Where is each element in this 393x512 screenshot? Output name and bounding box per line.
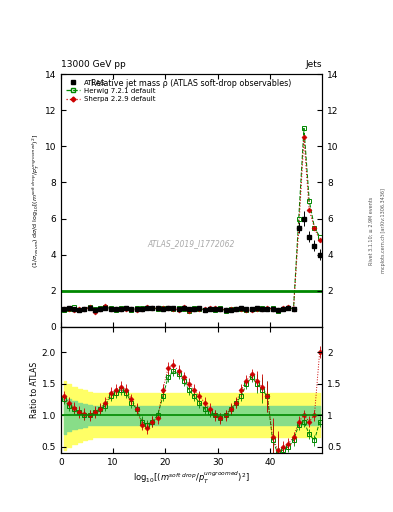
X-axis label: log$_{10}$[$(m^{soft\ drop}/p_T^{ungroomed})^2$]: log$_{10}$[$(m^{soft\ drop}/p_T^{ungroom… bbox=[133, 470, 250, 486]
Y-axis label: $(1/\sigma_{resum})$ d$\sigma$/d log$_{10}$[$({m^{soft\ drop}}/{p_T^{ungroomed}}: $(1/\sigma_{resum})$ d$\sigma$/d log$_{1… bbox=[30, 134, 42, 268]
Y-axis label: Ratio to ATLAS: Ratio to ATLAS bbox=[30, 362, 39, 418]
Text: 13000 GeV pp: 13000 GeV pp bbox=[61, 60, 126, 69]
Legend: ATLAS, Herwig 7.2.1 default, Sherpa 2.2.9 default: ATLAS, Herwig 7.2.1 default, Sherpa 2.2.… bbox=[64, 78, 158, 104]
Text: Rivet 3.1.10; ≥ 2.9M events: Rivet 3.1.10; ≥ 2.9M events bbox=[369, 196, 374, 265]
Text: Jets: Jets bbox=[306, 60, 322, 69]
Text: Relative jet mass ρ (ATLAS soft-drop observables): Relative jet mass ρ (ATLAS soft-drop obs… bbox=[92, 79, 292, 88]
Text: ATLAS_2019_I1772062: ATLAS_2019_I1772062 bbox=[148, 239, 235, 248]
Text: mcplots.cern.ch [arXiv:1306.3436]: mcplots.cern.ch [arXiv:1306.3436] bbox=[381, 188, 386, 273]
